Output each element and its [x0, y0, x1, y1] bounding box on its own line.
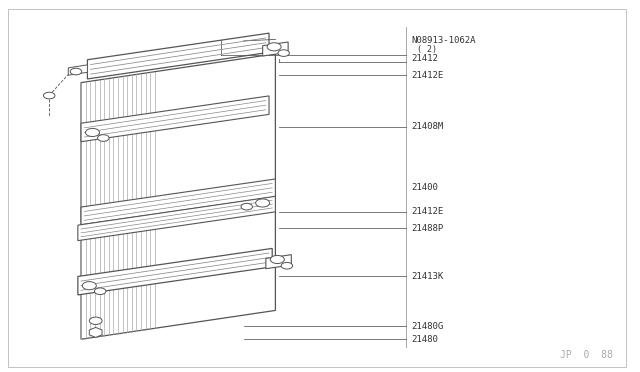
- Text: 21412E: 21412E: [411, 207, 444, 217]
- Circle shape: [267, 43, 281, 51]
- Polygon shape: [90, 327, 102, 337]
- Polygon shape: [266, 255, 291, 269]
- Polygon shape: [78, 248, 272, 295]
- Circle shape: [70, 68, 82, 75]
- Circle shape: [86, 128, 100, 137]
- Circle shape: [83, 282, 97, 290]
- Polygon shape: [78, 196, 275, 241]
- Circle shape: [281, 262, 292, 269]
- Text: ( 2): ( 2): [417, 45, 438, 54]
- Text: 21412: 21412: [411, 54, 438, 63]
- Polygon shape: [81, 179, 275, 225]
- Text: 21400: 21400: [411, 183, 438, 192]
- Circle shape: [44, 92, 55, 99]
- Circle shape: [241, 203, 252, 210]
- Circle shape: [270, 256, 284, 263]
- Circle shape: [255, 199, 269, 207]
- Text: 21480: 21480: [411, 335, 438, 344]
- Circle shape: [95, 288, 106, 295]
- Polygon shape: [262, 42, 288, 56]
- Text: 21408M: 21408M: [411, 122, 444, 131]
- Circle shape: [278, 50, 289, 57]
- Polygon shape: [81, 96, 269, 142]
- Circle shape: [98, 135, 109, 141]
- Text: 21480G: 21480G: [411, 322, 444, 331]
- Text: 21412E: 21412E: [411, 71, 444, 80]
- Polygon shape: [68, 65, 88, 75]
- Text: JP  0  88: JP 0 88: [560, 350, 613, 359]
- Circle shape: [90, 317, 102, 324]
- Text: 21488P: 21488P: [411, 224, 444, 233]
- Text: 21413K: 21413K: [411, 272, 444, 281]
- Polygon shape: [88, 33, 269, 79]
- Text: N08913-1062A: N08913-1062A: [411, 36, 476, 45]
- Polygon shape: [81, 54, 275, 339]
